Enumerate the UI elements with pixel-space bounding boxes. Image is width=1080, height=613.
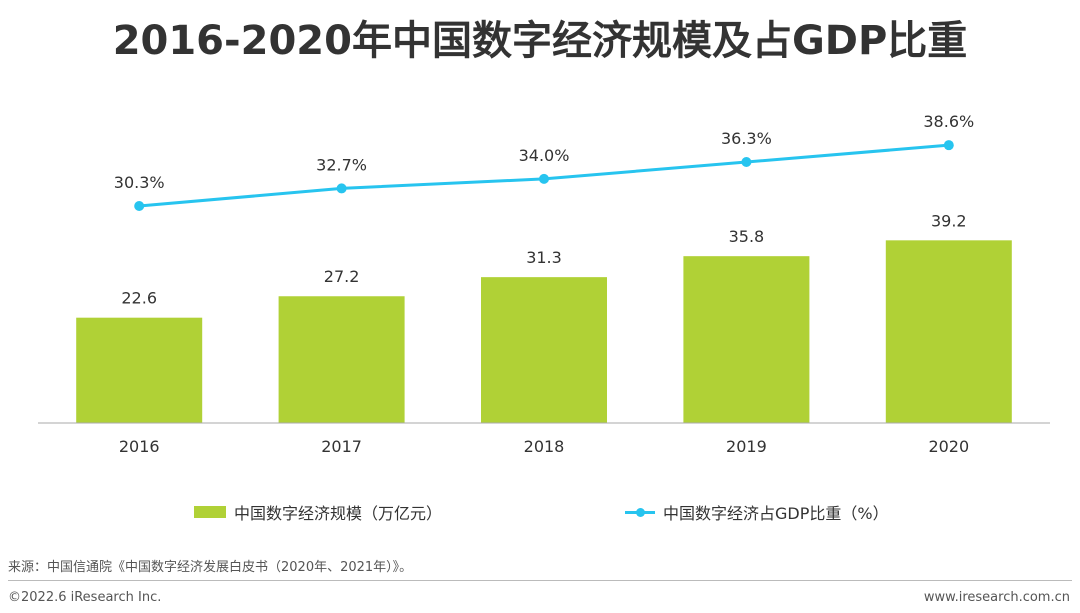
line-point bbox=[943, 140, 954, 151]
legend-line-series: 中国数字经济占GDP比重（%） bbox=[625, 500, 889, 524]
line-point bbox=[336, 183, 347, 194]
legend-line-label: 中国数字经济占GDP比重（%） bbox=[663, 504, 889, 523]
line-point bbox=[539, 173, 549, 184]
x-tick-label: 2020 bbox=[928, 437, 969, 456]
bar bbox=[885, 240, 1012, 423]
bar bbox=[278, 296, 405, 423]
x-tick-label: 2017 bbox=[321, 437, 362, 456]
legend-bar-swatch bbox=[194, 506, 226, 518]
bar bbox=[481, 277, 607, 423]
line-value-label: 36.3% bbox=[721, 129, 772, 148]
source-note: 来源：中国信通院《中国数字经济发展白皮书（2020年、2021年）》。 bbox=[8, 560, 413, 575]
x-tick-label: 2019 bbox=[726, 437, 767, 456]
line-value-label: 32.7% bbox=[316, 155, 367, 174]
copyright-text: ©2022.6 iResearch Inc. bbox=[8, 590, 162, 605]
line-value-label: 34.0% bbox=[519, 146, 570, 165]
bar bbox=[683, 256, 810, 423]
bar-value-label: 22.6 bbox=[121, 289, 157, 308]
bar-value-label: 27.2 bbox=[324, 267, 360, 286]
legend-bar-series: 中国数字经济规模（万亿元） bbox=[194, 500, 442, 524]
bar-value-label: 35.8 bbox=[729, 227, 765, 246]
x-tick-label: 2018 bbox=[524, 437, 565, 456]
website-link[interactable]: www.iresearch.com.cn bbox=[923, 590, 1070, 605]
line-point bbox=[134, 201, 145, 211]
footer-divider bbox=[8, 580, 1072, 581]
legend-line-swatch bbox=[625, 507, 655, 517]
chart-title: 2016-2020年中国数字经济规模及占GDP比重 bbox=[112, 18, 968, 64]
bar bbox=[76, 317, 203, 423]
legend-bar-label: 中国数字经济规模（万亿元） bbox=[234, 504, 443, 523]
bar-value-label: 39.2 bbox=[931, 211, 967, 230]
line-value-label: 30.3% bbox=[114, 173, 165, 192]
bar-value-label: 31.3 bbox=[526, 248, 562, 267]
line-value-label: 38.6% bbox=[923, 112, 974, 131]
x-tick-label: 2016 bbox=[119, 437, 160, 456]
chart-svg: 22.6 27.2 31.3 35.8 39.2 2016 2017 2018 2019 2020… bbox=[38, 112, 1050, 456]
line-point bbox=[741, 157, 752, 168]
